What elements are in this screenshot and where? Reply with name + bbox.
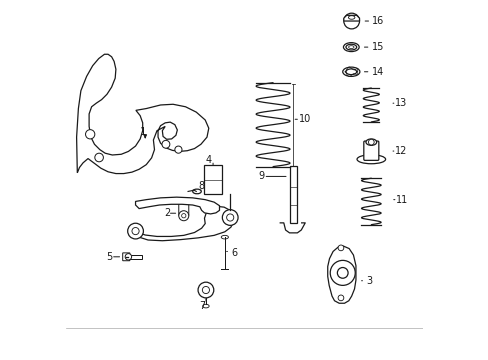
Text: 8: 8 bbox=[198, 181, 204, 192]
Circle shape bbox=[222, 210, 238, 225]
Circle shape bbox=[329, 260, 354, 285]
Polygon shape bbox=[327, 246, 355, 303]
Bar bbox=[129, 255, 142, 259]
Circle shape bbox=[132, 228, 139, 235]
Ellipse shape bbox=[192, 189, 201, 194]
Polygon shape bbox=[77, 54, 208, 174]
Circle shape bbox=[125, 253, 131, 260]
Text: 12: 12 bbox=[394, 146, 407, 156]
Circle shape bbox=[337, 295, 343, 301]
Ellipse shape bbox=[343, 42, 358, 51]
Circle shape bbox=[179, 211, 188, 221]
FancyBboxPatch shape bbox=[179, 203, 188, 216]
Circle shape bbox=[198, 282, 213, 298]
Circle shape bbox=[181, 213, 185, 218]
Text: 1: 1 bbox=[140, 127, 146, 137]
Circle shape bbox=[337, 267, 347, 278]
Circle shape bbox=[162, 140, 169, 148]
Text: 14: 14 bbox=[371, 67, 383, 77]
Text: 2: 2 bbox=[163, 208, 170, 218]
FancyBboxPatch shape bbox=[122, 253, 130, 261]
Text: 7: 7 bbox=[199, 301, 205, 311]
Ellipse shape bbox=[345, 44, 356, 50]
Text: 15: 15 bbox=[371, 42, 383, 52]
Circle shape bbox=[175, 146, 182, 153]
Ellipse shape bbox=[342, 67, 359, 76]
Ellipse shape bbox=[203, 304, 209, 308]
Text: 10: 10 bbox=[298, 114, 310, 124]
Polygon shape bbox=[343, 15, 359, 21]
Ellipse shape bbox=[365, 139, 376, 145]
Bar bbox=[289, 166, 297, 223]
Ellipse shape bbox=[345, 69, 356, 75]
Text: 3: 3 bbox=[366, 276, 372, 286]
Text: 9: 9 bbox=[258, 171, 264, 181]
Text: 16: 16 bbox=[372, 16, 384, 26]
Text: 13: 13 bbox=[394, 98, 407, 108]
Circle shape bbox=[202, 287, 209, 294]
Ellipse shape bbox=[356, 155, 385, 164]
Circle shape bbox=[85, 130, 95, 139]
Circle shape bbox=[337, 245, 343, 251]
Circle shape bbox=[95, 153, 103, 162]
Text: 11: 11 bbox=[395, 195, 407, 204]
Bar bbox=[204, 165, 221, 194]
Polygon shape bbox=[134, 206, 233, 241]
FancyBboxPatch shape bbox=[363, 141, 378, 160]
Circle shape bbox=[127, 223, 143, 239]
Circle shape bbox=[367, 139, 373, 145]
Ellipse shape bbox=[221, 235, 228, 239]
Circle shape bbox=[226, 214, 233, 221]
Polygon shape bbox=[135, 197, 219, 214]
Text: 5: 5 bbox=[106, 252, 113, 262]
Text: 6: 6 bbox=[230, 248, 237, 258]
Text: 4: 4 bbox=[205, 155, 211, 165]
